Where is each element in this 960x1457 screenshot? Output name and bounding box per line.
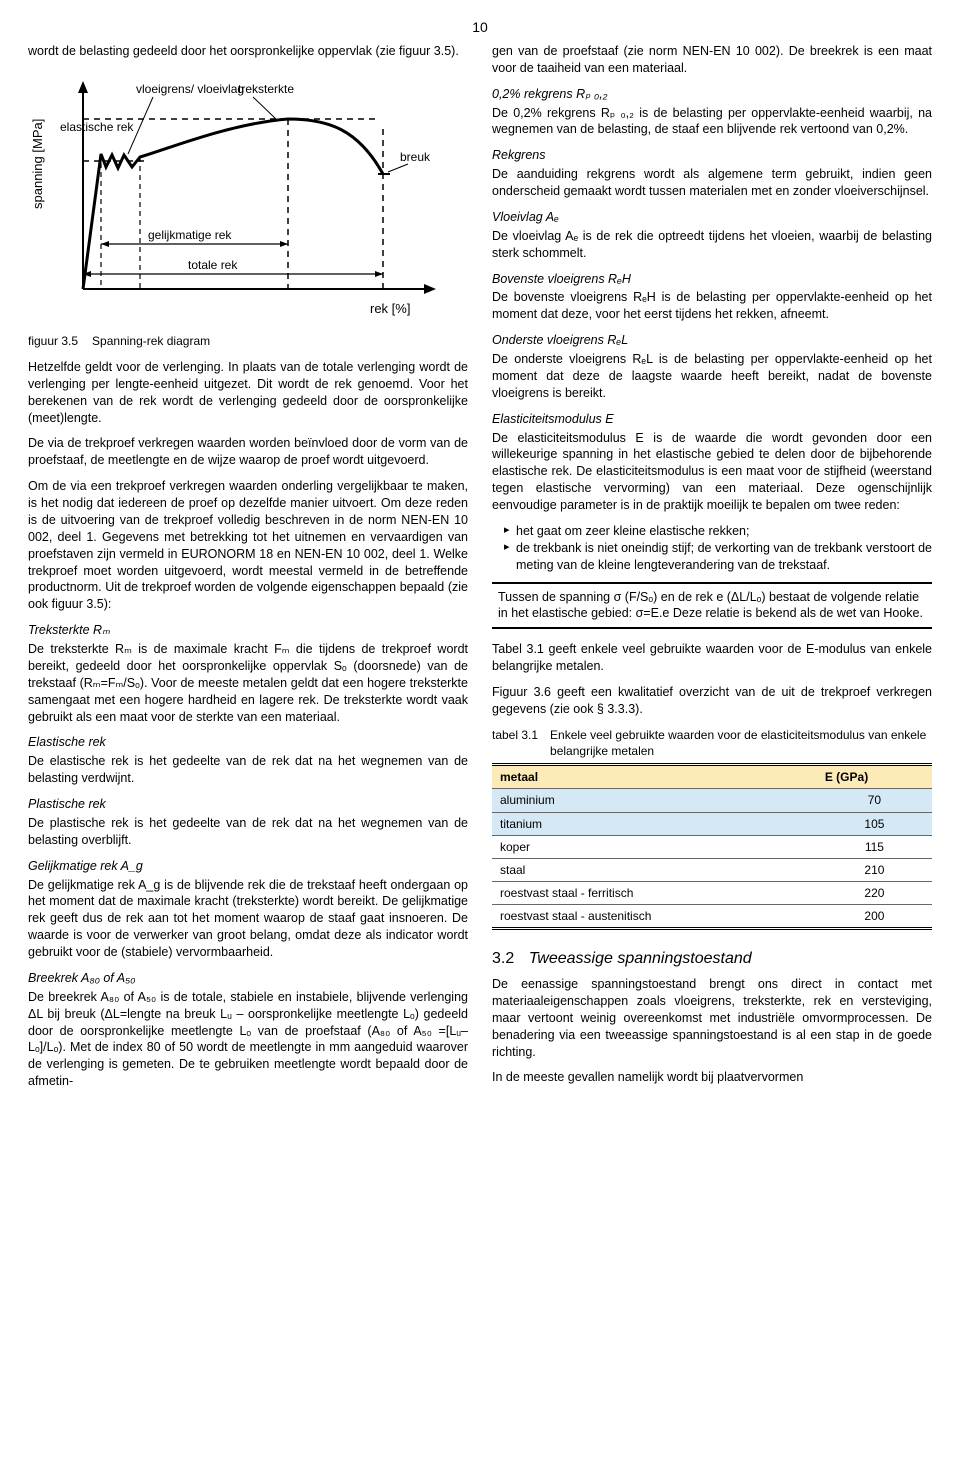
page-number: 10 [28, 18, 932, 37]
paragraph: De via de trekproef verkregen waarden wo… [28, 435, 468, 469]
figure-caption-text: Spanning-rek diagram [92, 333, 210, 349]
list-item: het gaat om zeer kleine elastische rekke… [504, 523, 932, 540]
heading-plastische-rek: Plastische rek [28, 796, 468, 813]
figure-caption-label: figuur 3.5 [28, 333, 78, 349]
table-cell: 105 [817, 812, 932, 835]
table-cell: 210 [817, 858, 932, 881]
table-cell: koper [492, 835, 817, 858]
paragraph: De 0,2% rekgrens Rₚ ₀,₂ is de belasting … [492, 105, 932, 139]
heading-gelijkmatige-rek: Gelijkmatige rek A_g [28, 858, 468, 875]
table-caption: tabel 3.1 Enkele veel gebruikte waarden … [492, 727, 932, 759]
paragraph: Tabel 3.1 geeft enkele veel gebruikte wa… [492, 641, 932, 675]
label-treksterkte: treksterkte [238, 82, 294, 96]
bullet-list: het gaat om zeer kleine elastische rekke… [492, 523, 932, 574]
paragraph: De aanduiding rekgrens wordt als algemen… [492, 166, 932, 200]
paragraph: De elasticiteitsmodulus E is de waarde d… [492, 430, 932, 514]
stress-strain-diagram: spanning [MPa] [28, 69, 468, 329]
table-row: titanium 105 [492, 812, 932, 835]
table-header-row: metaal E (GPa) [492, 765, 932, 789]
paragraph: Hetzelfde geldt voor de verlenging. In p… [28, 359, 468, 427]
paragraph: De eenassige spanningstoestand brengt on… [492, 976, 932, 1060]
table-row: koper 115 [492, 835, 932, 858]
table-cell: titanium [492, 812, 817, 835]
table-row: roestvast staal - ferritisch 220 [492, 882, 932, 905]
list-item: de trekbank is niet oneindig stijf; de v… [504, 540, 932, 574]
paragraph: De breekrek A₈₀ of A₅₀ is de totale, sta… [28, 989, 468, 1090]
table-cell: roestvast staal - austenitisch [492, 905, 817, 929]
paragraph-intro: wordt de belasting gedeeld door het oors… [28, 43, 468, 60]
right-column: gen van de proefstaaf (zie norm NEN-EN 1… [492, 43, 932, 1099]
table-header-cell: metaal [492, 765, 817, 789]
table-cell: 70 [817, 789, 932, 812]
table-cell: 200 [817, 905, 932, 929]
heading-rekgrens: Rekgrens [492, 147, 932, 164]
left-column: wordt de belasting gedeeld door het oors… [28, 43, 468, 1099]
table-row: staal 210 [492, 858, 932, 881]
hooke-law-box: Tussen de spanning σ (F/Sₒ) en de rek e … [492, 582, 932, 630]
y-axis-label: spanning [MPa] [30, 118, 45, 208]
table-row: roestvast staal - austenitisch 200 [492, 905, 932, 929]
paragraph: De plastische rek is het gedeelte van de… [28, 815, 468, 849]
heading-onderste-vloeigrens: Onderste vloeigrens RₑL [492, 332, 932, 349]
label-totale-rek: totale rek [188, 258, 238, 272]
label-breuk: breuk [400, 150, 431, 164]
paragraph: Om de via een trekproef verkregen waarde… [28, 478, 468, 613]
paragraph: De elastische rek is het gedeelte van de… [28, 753, 468, 787]
paragraph: Figuur 3.6 geeft een kwalitatief overzic… [492, 684, 932, 718]
table-header-cell: E (GPa) [817, 765, 932, 789]
label-vloeigrens: vloeigrens/ vloeivlag [136, 82, 244, 96]
heading-bovenste-vloeigrens: Bovenste vloeigrens RₑH [492, 271, 932, 288]
table-cell: aluminium [492, 789, 817, 812]
table-caption-label: tabel 3.1 [492, 727, 538, 759]
paragraph: De gelijkmatige rek A_g is de blijvende … [28, 877, 468, 961]
section-heading: 3.2 Tweeassige spanningstoestand [492, 948, 932, 970]
heading-vloeivlag: Vloeivlag Aₑ [492, 209, 932, 226]
label-elastische-rek: elastische rek [60, 120, 134, 134]
table-row: aluminium 70 [492, 789, 932, 812]
figure-3-5: spanning [MPa] [28, 69, 468, 329]
heading-rekgrens-02: 0,2% rekgrens Rₚ ₀,₂ [492, 86, 932, 103]
paragraph: De vloeivlag Aₑ is de rek die optreedt t… [492, 228, 932, 262]
table-caption-text: Enkele veel gebruikte waarden voor de el… [550, 727, 932, 759]
figure-caption: figuur 3.5 Spanning-rek diagram [28, 333, 468, 349]
heading-e-modulus: Elasticiteitsmodulus E [492, 411, 932, 428]
heading-elastische-rek: Elastische rek [28, 734, 468, 751]
emodulus-table: metaal E (GPa) aluminium 70 titanium 105… [492, 763, 932, 930]
paragraph: De bovenste vloeigrens RₑH is de belasti… [492, 289, 932, 323]
paragraph-cont: gen van de proefstaaf (zie norm NEN-EN 1… [492, 43, 932, 77]
table-cell: 115 [817, 835, 932, 858]
paragraph: De onderste vloeigrens RₑL is de belasti… [492, 351, 932, 402]
table-cell: staal [492, 858, 817, 881]
paragraph: In de meeste gevallen namelijk wordt bij… [492, 1069, 932, 1086]
table-cell: 220 [817, 882, 932, 905]
heading-treksterkte: Treksterkte Rₘ [28, 622, 468, 639]
section-number: 3.2 [492, 950, 514, 967]
heading-breekrek: Breekrek A₈₀ of A₅₀ [28, 970, 468, 987]
two-column-layout: wordt de belasting gedeeld door het oors… [28, 43, 932, 1099]
section-title: Tweeassige spanningstoestand [529, 950, 752, 967]
x-axis-label: rek [%] [370, 301, 410, 316]
label-gelijkmatige-rek: gelijkmatige rek [148, 228, 232, 242]
table-cell: roestvast staal - ferritisch [492, 882, 817, 905]
paragraph: De treksterkte Rₘ is de maximale kracht … [28, 641, 468, 725]
